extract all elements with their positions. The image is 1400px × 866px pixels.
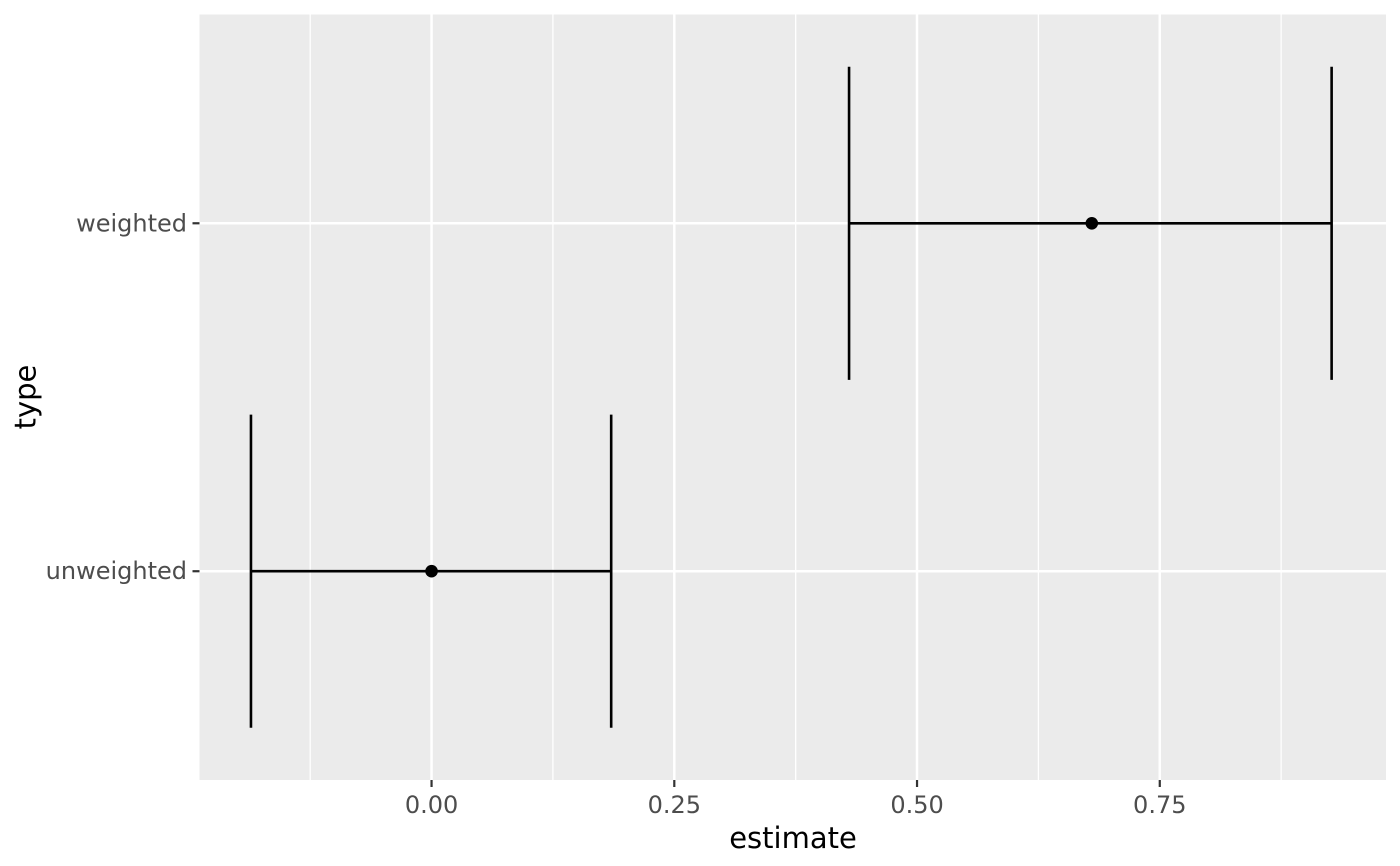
- point-estimate-weighted: [1085, 216, 1099, 230]
- x-tick-label: 0.50: [890, 791, 943, 819]
- y-tick-label: weighted: [76, 209, 187, 237]
- point-estimate-unweighted: [425, 564, 438, 578]
- y-axis-title: type: [8, 364, 43, 430]
- x-tick-label: 0.25: [648, 791, 701, 819]
- panel-background: [199, 14, 1386, 780]
- x-axis-title: estimate: [729, 821, 857, 855]
- x-tick-label: 0.00: [405, 791, 458, 819]
- x-tick-label: 0.75: [1133, 791, 1186, 819]
- y-tick-label: unweighted: [46, 557, 187, 585]
